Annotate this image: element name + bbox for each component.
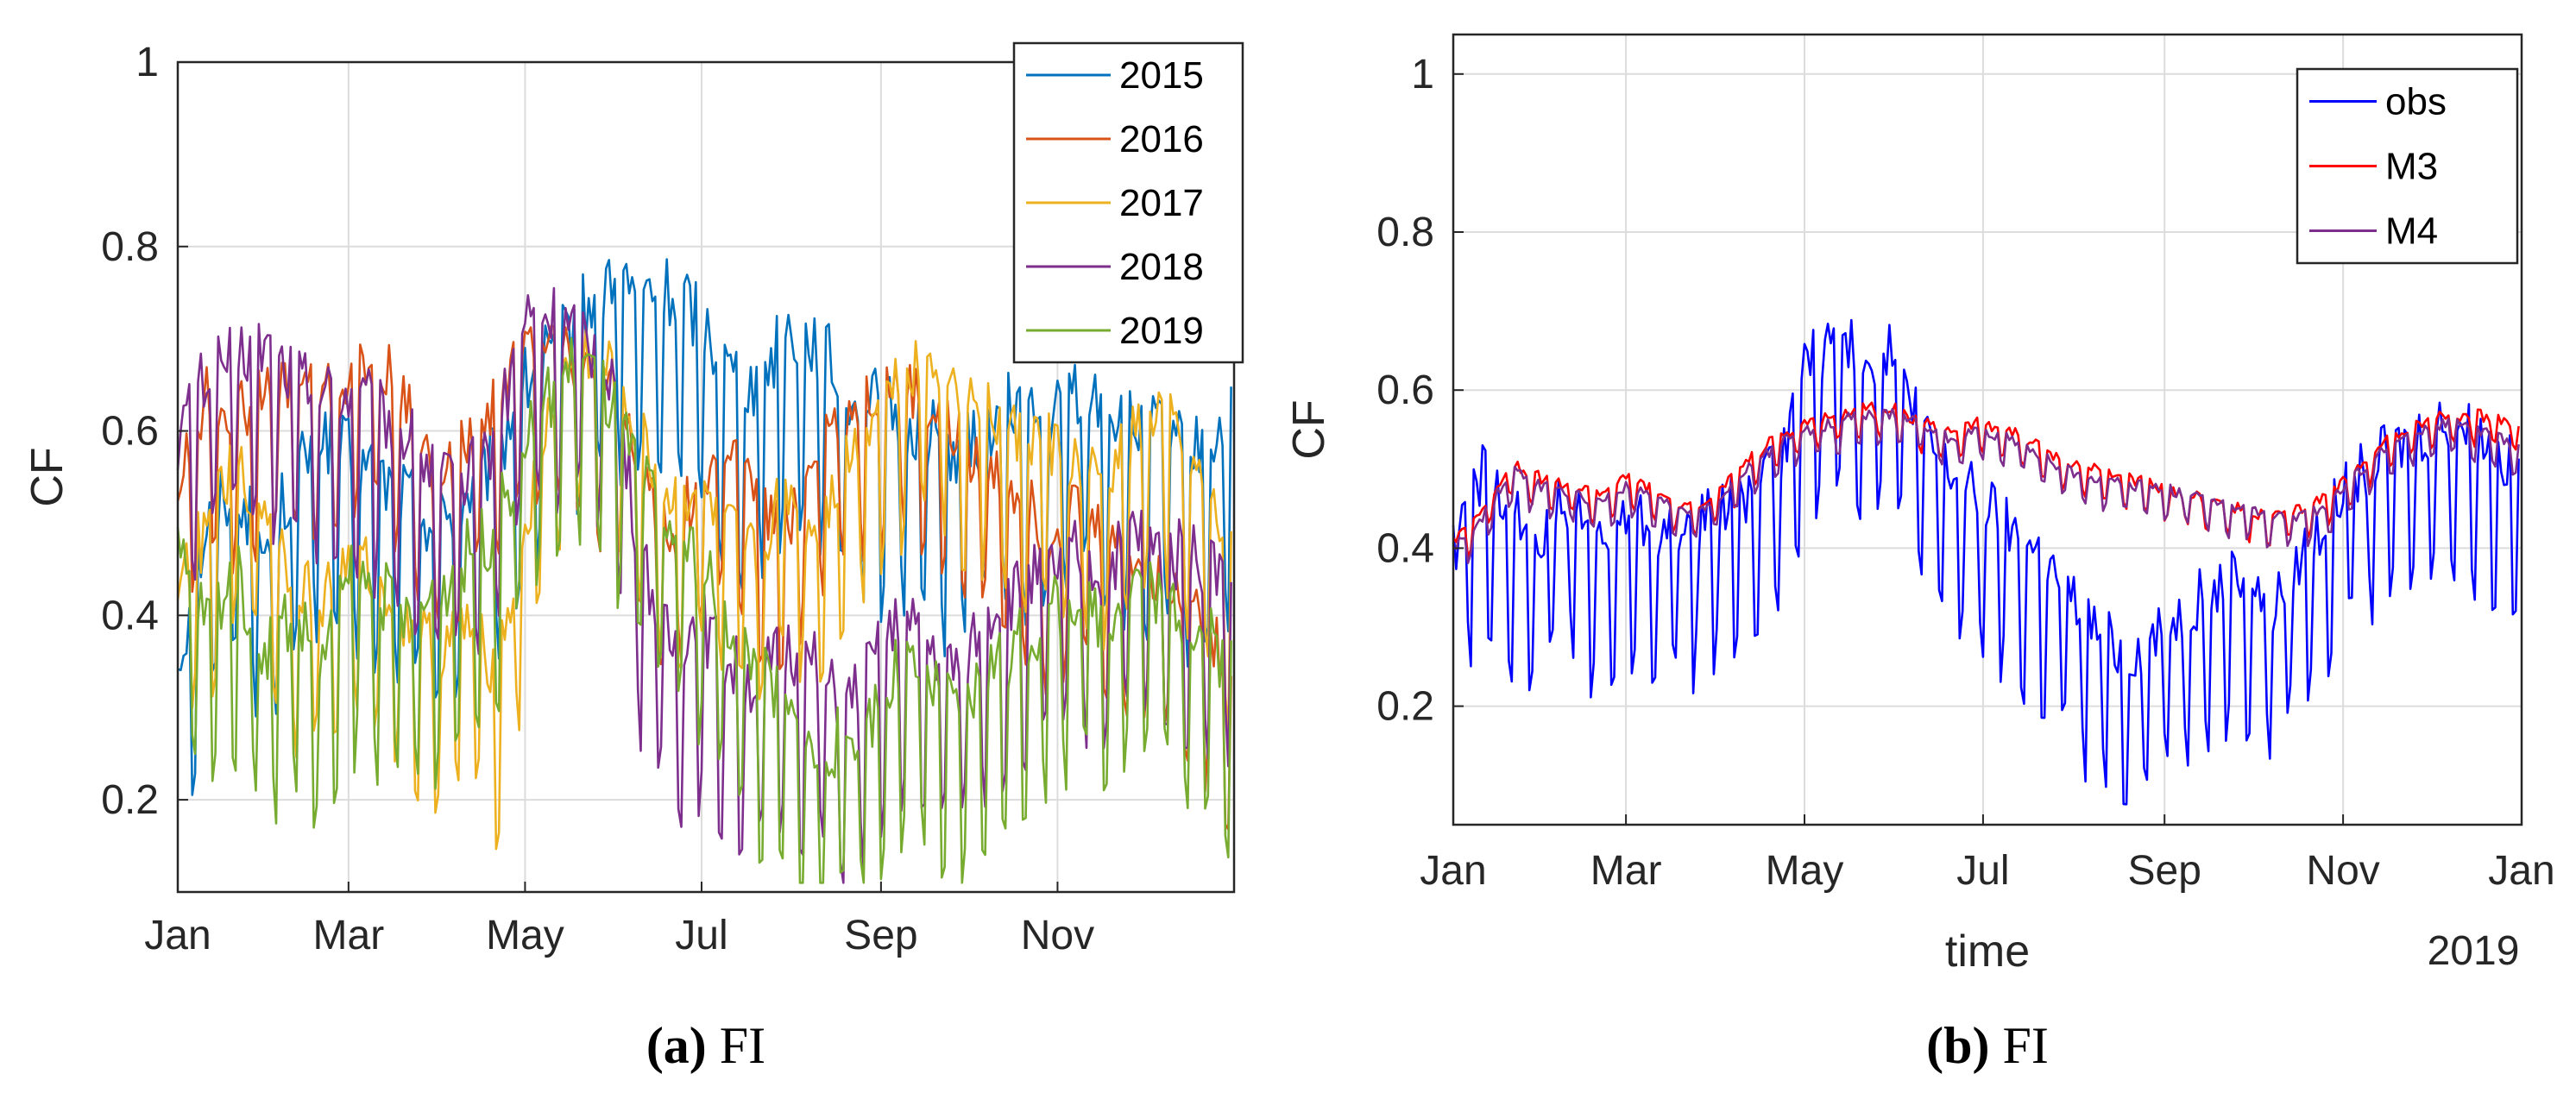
x-tick-label: Mar (1590, 848, 1662, 894)
x-tick-label: Jul (675, 913, 727, 958)
x-tick-label: Nov (1021, 913, 1094, 958)
x-tick-label: Jan (144, 913, 211, 958)
x-tick-label: Nov (2306, 848, 2379, 894)
caption-a: (a) FI (646, 1017, 765, 1074)
legend-b: obs M3 M4 (2296, 67, 2519, 265)
legend-label-2016: 2016 (1119, 118, 1204, 160)
legend-label-2015: 2015 (1119, 54, 1204, 97)
x-tick-label: May (1766, 848, 1844, 894)
ticks-b: Jan Mar May Jul Sep Nov Jan 0.2 0.4 0.6 0.8 1 (1376, 52, 2554, 894)
y-tick-label: 0.2 (1376, 684, 1434, 730)
series-line-2015 (177, 258, 1232, 796)
chart-panel-b: Jan Mar May Jul Sep Nov Jan 0.2 0.4 0.6 0.8 1 CF ti… (1284, 33, 2555, 977)
y-tick-label: 0.2 (101, 777, 159, 823)
y-tick-label: 0.4 (101, 593, 159, 638)
caption-b-text: FI (1989, 1017, 2048, 1074)
x-tick-label: Jan (1420, 848, 1486, 894)
y-tick-label: 1 (1411, 52, 1434, 97)
caption-a-letter: (a) (646, 1017, 707, 1074)
x-tick-label: Sep (844, 913, 917, 958)
series-line-obs (1452, 318, 2520, 806)
x-tick-label: Jan (2488, 848, 2554, 894)
y-tick-label: 1 (135, 40, 159, 85)
y-tick-label: 0.6 (1376, 367, 1434, 413)
legend-label-2019: 2019 (1119, 310, 1204, 352)
y-tick-label: 0.8 (1376, 210, 1434, 255)
legend-a: 2015 2016 2017 2018 2019 (1012, 41, 1244, 364)
plot-frame-b (1452, 33, 2523, 826)
legend-label-obs: obs (2385, 81, 2447, 123)
y-tick-label: 0.6 (101, 409, 159, 455)
caption-a-text: FI (707, 1017, 765, 1074)
x-tick-label: May (486, 913, 564, 958)
y-axis-label-a: CF (22, 447, 72, 506)
x-tick-label: Sep (2127, 848, 2201, 894)
y-tick-label: 0.4 (1376, 525, 1434, 571)
series-line-M4 (1452, 407, 2520, 565)
caption-b: (b) FI (1926, 1017, 2049, 1074)
legend-label-2017: 2017 (1119, 182, 1204, 224)
plot-frame-a (176, 60, 1236, 894)
series-group-b (1452, 318, 2520, 806)
y-axis-label-b: CF (1284, 399, 1334, 459)
caption-b-letter: (b) (1926, 1017, 1989, 1074)
series-group-a (176, 258, 1232, 884)
series-line-M3 (1452, 401, 2520, 558)
series-line-2019 (176, 336, 1232, 884)
x-tick-label: Jul (1956, 848, 2009, 894)
y-tick-label: 0.8 (101, 224, 159, 270)
ticks-a: Jan Mar May Jul Sep Nov 0.2 0.4 0.6 0.8 1 (101, 40, 1094, 958)
legend-label-2018: 2018 (1119, 246, 1204, 288)
x-tick-label: Mar (313, 913, 385, 958)
x-axis-year-label-b: 2019 (2428, 928, 2520, 974)
x-axis-label-b: time (1945, 927, 2030, 977)
legend-label-M4: M4 (2385, 210, 2438, 253)
legend-label-M3: M3 (2385, 146, 2438, 188)
